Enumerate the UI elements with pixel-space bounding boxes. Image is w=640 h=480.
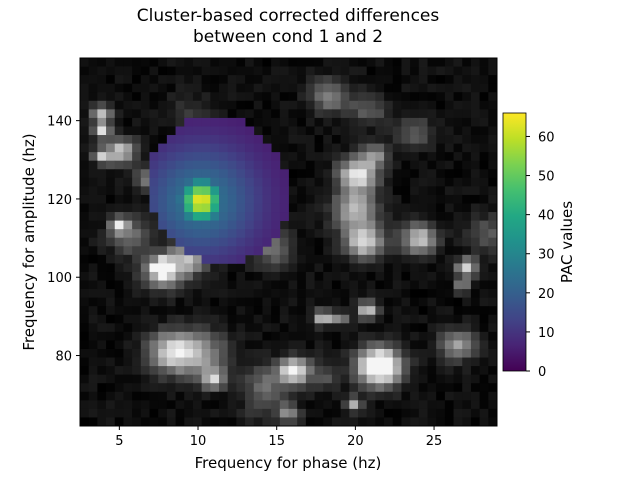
x-tick-label: 20 bbox=[347, 434, 364, 449]
x-tick-label: 15 bbox=[268, 434, 285, 449]
colorbar-tick-label: 0 bbox=[538, 365, 546, 380]
x-axis-label: Frequency for phase (hz) bbox=[195, 454, 382, 472]
colorbar-tick-label: 20 bbox=[538, 287, 555, 302]
y-axis-ticks: 80 100 120 140 bbox=[47, 115, 80, 365]
colorbar-label: PAC values bbox=[558, 201, 576, 283]
x-tick-label: 25 bbox=[426, 434, 443, 449]
x-tick-label: 10 bbox=[190, 434, 207, 449]
colorbar bbox=[502, 112, 527, 372]
chart-title-line-2: between cond 1 and 2 bbox=[193, 27, 383, 47]
x-axis-ticks: 5 10 15 20 25 bbox=[115, 426, 442, 449]
y-tick-label: 120 bbox=[47, 193, 72, 208]
chart-title-line-1: Cluster-based corrected differences bbox=[137, 6, 440, 26]
plot-frame bbox=[79, 57, 498, 427]
y-axis-label: Frequency for amplitude (hz) bbox=[20, 133, 38, 350]
y-tick-label: 100 bbox=[47, 271, 72, 286]
y-tick-label: 80 bbox=[55, 350, 72, 365]
colorbar-tick-label: 60 bbox=[538, 130, 555, 145]
x-tick-label: 5 bbox=[115, 434, 123, 449]
y-tick-label: 140 bbox=[47, 115, 72, 130]
colorbar-ticks: 0 10 20 30 40 50 60 bbox=[526, 130, 555, 380]
colorbar-tick-label: 10 bbox=[538, 326, 555, 341]
colorbar-tick-label: 50 bbox=[538, 170, 555, 185]
colorbar-tick-label: 40 bbox=[538, 209, 555, 224]
colorbar-tick-label: 30 bbox=[538, 248, 555, 263]
heatmap-plot-area bbox=[80, 58, 498, 427]
